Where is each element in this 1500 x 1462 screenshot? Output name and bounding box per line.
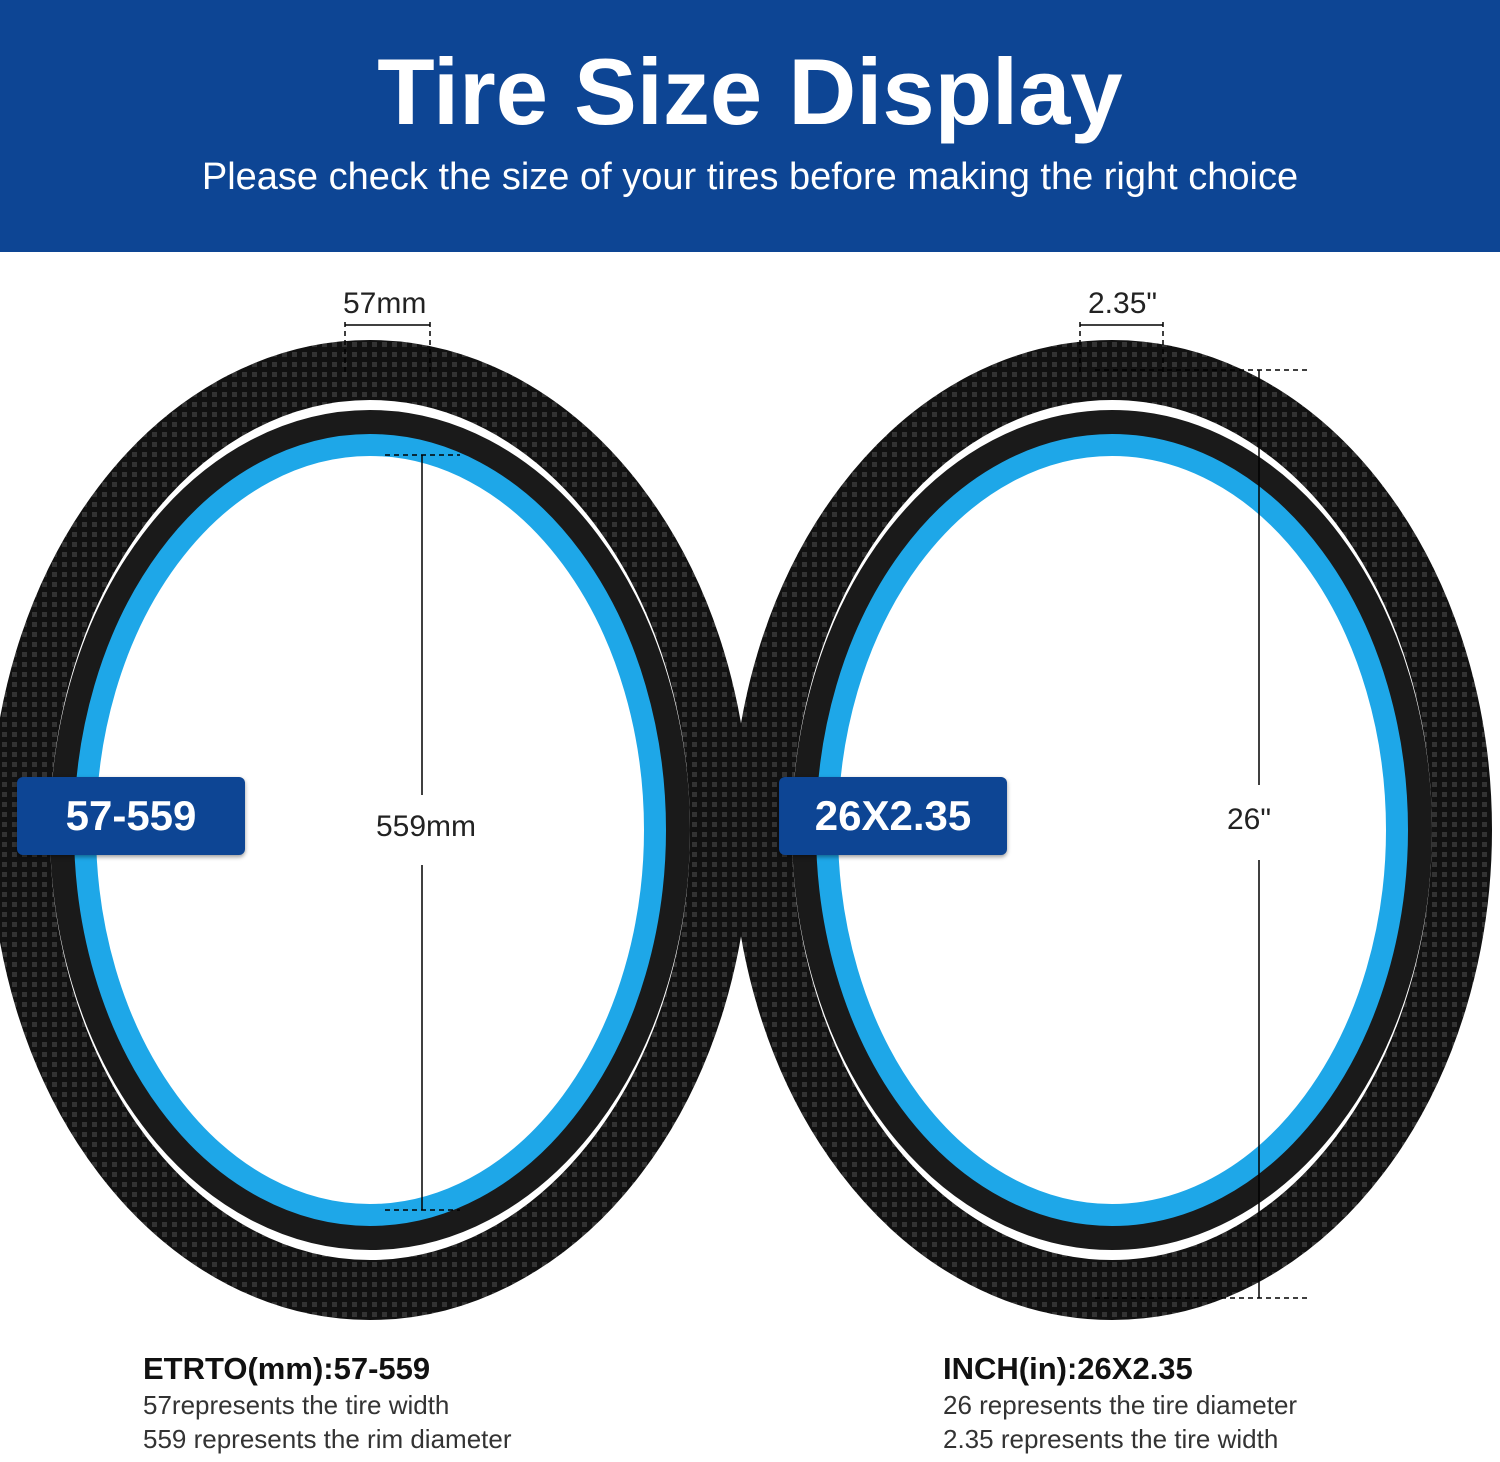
spec-block: INCH(in):26X2.35 26 represents the tire … [943,1352,1297,1456]
size-badge: 57-559 [17,777,245,855]
subtitle: Please check the size of your tires befo… [201,156,1299,198]
spec-line: 26 represents the tire diameter [943,1390,1298,1420]
spec-line: 57represents the tire width [143,1390,450,1420]
diameter-label: 559mm [376,810,477,843]
spec-line: 559 represents the rim diameter [143,1424,512,1454]
spec-title: INCH(in):26X2.35 [943,1351,1193,1386]
width-label: 2.35" [1088,287,1158,320]
title: Tire Size Display [377,39,1123,144]
spec-title: ETRTO(mm):57-559 [143,1351,431,1386]
header: Tire Size Display Please check the size … [0,0,1500,252]
width-label: 57mm [343,287,427,320]
spec-block: ETRTO(mm):57-559 57represents the tire w… [143,1352,512,1456]
spec-line: 2.35 represents the tire width [943,1424,1279,1454]
diameter-label: 26" [1227,803,1272,836]
size-badge: 26X2.35 [779,777,1007,855]
